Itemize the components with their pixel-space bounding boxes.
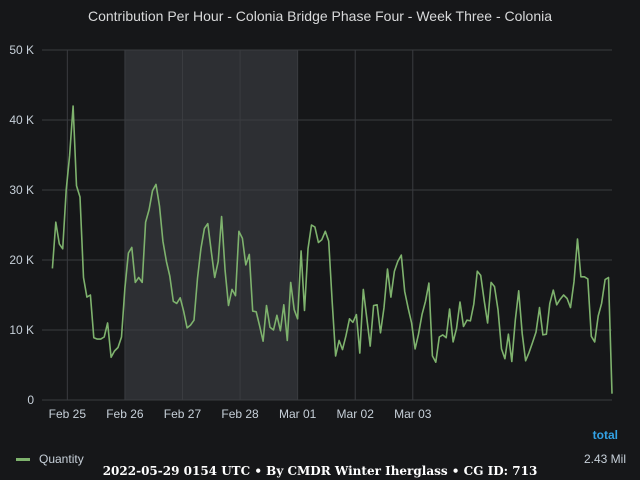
series-line-quantity — [51, 105, 613, 394]
x-tick-label: Mar 01 — [279, 407, 317, 421]
footer-credit: 2022-05-29 0154 UTC • By CMDR Winter Ihe… — [102, 464, 538, 478]
legend-label: Quantity — [39, 452, 84, 466]
y-tick-label: 50 K — [9, 43, 34, 57]
legend-item-quantity[interactable]: Quantity — [16, 452, 84, 466]
x-tick-label: Feb 28 — [221, 407, 259, 421]
legend-total-header[interactable]: total — [592, 428, 618, 442]
x-tick-label: Feb 25 — [49, 407, 87, 421]
x-tick-label: Feb 26 — [106, 407, 144, 421]
shaded-region — [124, 50, 298, 400]
y-tick-label: 40 K — [9, 113, 34, 127]
y-tick-label: 30 K — [9, 183, 34, 197]
chart-title: Contribution Per Hour - Colonia Bridge P… — [87, 8, 553, 24]
y-tick-label: 0 — [27, 393, 34, 407]
y-tick-label: 10 K — [9, 323, 34, 337]
y-tick-label: 20 K — [9, 253, 34, 267]
x-tick-label: Mar 02 — [337, 407, 375, 421]
x-tick-label: Feb 27 — [164, 407, 202, 421]
legend-total-value: 2.43 Mil — [583, 452, 626, 466]
legend-swatch — [16, 458, 30, 462]
x-tick-label: Mar 03 — [394, 407, 432, 421]
